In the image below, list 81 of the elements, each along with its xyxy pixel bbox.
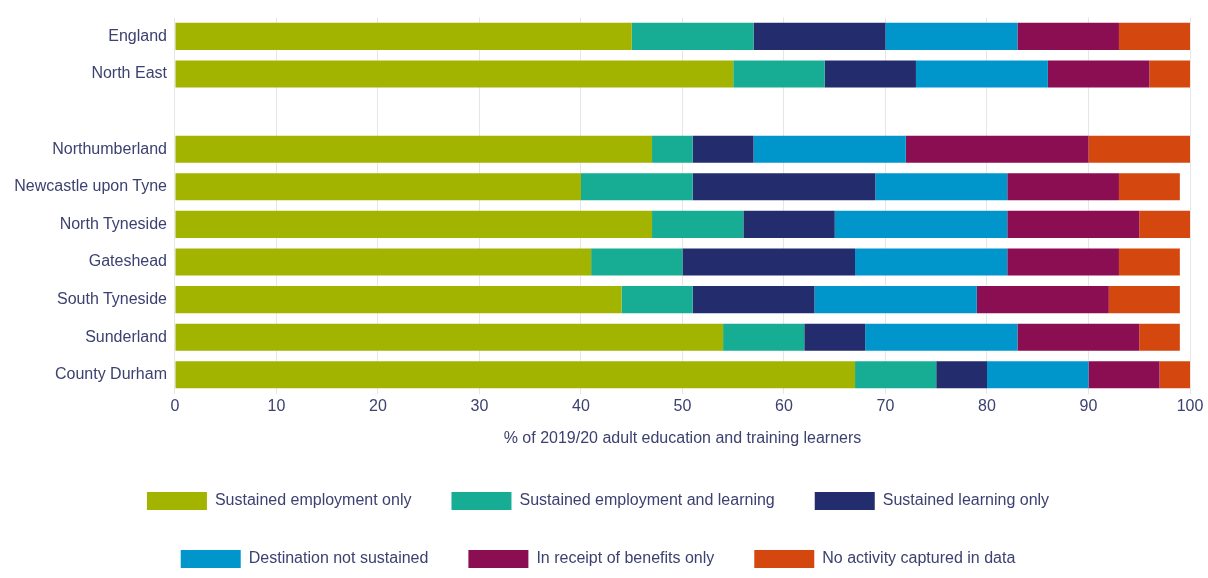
bar	[175, 60, 734, 88]
bar	[976, 286, 1109, 314]
bar	[652, 210, 744, 238]
bar	[885, 22, 1018, 50]
y-tick-label: Newcastle upon Tyne	[14, 177, 168, 195]
bar	[1088, 135, 1190, 163]
y-tick-label: County Durham	[54, 365, 167, 383]
bar	[175, 135, 653, 163]
bar	[1047, 60, 1150, 88]
bar	[1118, 173, 1180, 201]
bar	[875, 173, 1008, 201]
bar	[1139, 210, 1190, 238]
y-tick-label: Sunderland	[85, 327, 167, 345]
bar	[855, 248, 1008, 276]
legend-label: In receipt of benefits only	[536, 549, 715, 567]
bar	[1118, 22, 1190, 50]
bar	[621, 286, 693, 314]
bar	[1017, 22, 1119, 50]
bar	[692, 173, 876, 201]
y-tick-label: England	[108, 26, 167, 44]
y-tick-label: North Tyneside	[59, 214, 168, 232]
bar	[175, 210, 653, 238]
bar	[743, 210, 835, 238]
bar	[723, 323, 805, 351]
bar	[1088, 361, 1160, 389]
bar	[1007, 248, 1119, 276]
x-tick-label: 40	[572, 396, 590, 414]
bar	[865, 323, 1018, 351]
bar	[1017, 323, 1140, 351]
legend-label: Sustained learning only	[882, 491, 1050, 509]
bar	[915, 60, 1048, 88]
bar	[175, 22, 632, 50]
legend-label: Sustained employment only	[214, 491, 412, 509]
x-tick-label: 100	[1176, 396, 1204, 414]
y-tick-label: Northumberland	[52, 139, 167, 157]
bar	[175, 361, 856, 389]
bar	[936, 361, 987, 389]
bar	[1159, 361, 1190, 389]
bar	[580, 173, 693, 201]
x-tick-label: 60	[775, 396, 793, 414]
y-tick-label: Gateshead	[88, 252, 167, 270]
bar	[175, 248, 592, 276]
x-tick-label: 70	[876, 396, 895, 414]
bar	[1007, 210, 1140, 238]
bar	[1007, 173, 1119, 201]
x-tick-label: 0	[170, 396, 180, 414]
bar	[652, 135, 693, 163]
legend-label: No activity captured in data	[822, 549, 1016, 567]
x-tick-label: 90	[1079, 396, 1098, 414]
bar	[834, 210, 1008, 238]
bar	[905, 135, 1089, 163]
x-tick-label: 10	[267, 396, 286, 414]
bar	[692, 286, 815, 314]
bar	[1139, 323, 1180, 351]
x-tick-label: 30	[470, 396, 489, 414]
legend-label: Destination not sustained	[248, 549, 429, 567]
bar	[824, 60, 916, 88]
bar	[733, 60, 825, 88]
legend-label: Sustained employment and learning	[519, 491, 775, 509]
bar	[753, 22, 886, 50]
x-axis-title: % of 2019/20 adult education and training learners	[503, 428, 862, 446]
bar	[1118, 248, 1180, 276]
bar	[175, 173, 581, 201]
bar	[987, 361, 1089, 389]
x-tick-label: 20	[369, 396, 387, 414]
y-tick-label: South Tyneside	[56, 290, 168, 308]
bar	[591, 248, 683, 276]
bar	[692, 135, 754, 163]
bar	[1149, 60, 1190, 88]
bar	[804, 323, 866, 351]
bar	[175, 323, 724, 351]
bar	[753, 135, 906, 163]
x-tick-label: 80	[978, 396, 996, 414]
bar	[1108, 286, 1180, 314]
bar	[631, 22, 754, 50]
bar	[682, 248, 856, 276]
bar	[855, 361, 937, 389]
x-tick-label: 50	[673, 396, 692, 414]
bar	[175, 286, 622, 314]
y-tick-label: North East	[91, 64, 168, 82]
bar	[814, 286, 977, 314]
